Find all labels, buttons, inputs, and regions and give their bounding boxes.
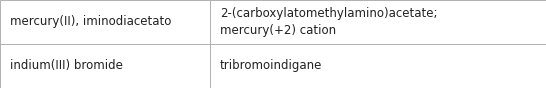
Text: tribromoindigane: tribromoindigane xyxy=(220,59,322,73)
Text: 2-(carboxylatomethylamino)acetate;
mercury(+2) cation: 2-(carboxylatomethylamino)acetate; mercu… xyxy=(220,7,437,37)
Text: mercury(II), iminodiacetato: mercury(II), iminodiacetato xyxy=(10,15,171,29)
Text: indium(III) bromide: indium(III) bromide xyxy=(10,59,123,73)
